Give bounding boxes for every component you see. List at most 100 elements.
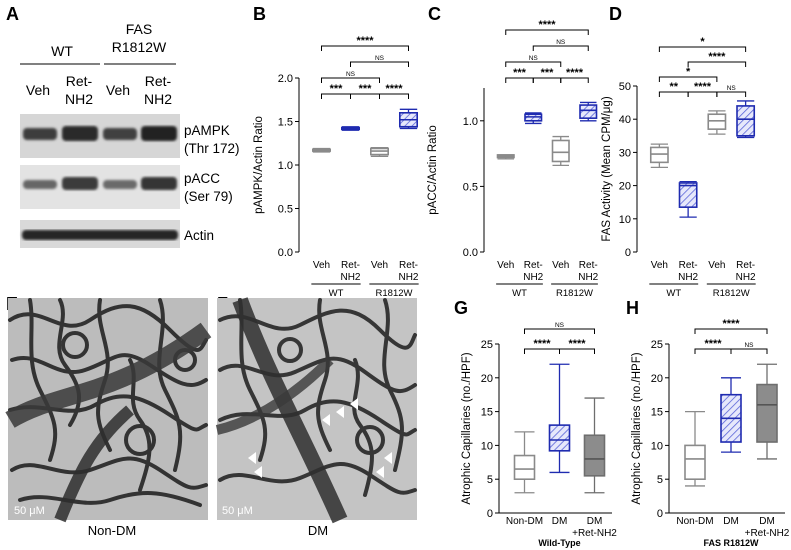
- blot-band: [141, 177, 177, 190]
- box: [551, 139, 570, 163]
- box: [678, 182, 698, 208]
- significance-bracket: NS: [524, 322, 595, 334]
- x-tick-label: Veh: [371, 260, 388, 271]
- box-plot: [369, 146, 389, 157]
- chart-g: 0 5 10 15 20 25 Atrophic Capillaries (no./HPF)…: [461, 322, 617, 548]
- significance-bracket: ****: [559, 338, 595, 354]
- significance-label: NS: [555, 322, 565, 329]
- chart-d: 0 10 20 30 40 50 FAS Activity (Mean CPM/μg) Veh…: [601, 36, 756, 299]
- y-tick-label: 0.0: [463, 247, 478, 259]
- significance-bracket: ***: [321, 83, 351, 99]
- x-tick-label: DM: [723, 516, 739, 527]
- y-tick-label: 20: [481, 373, 493, 385]
- y-tick-label: 20: [651, 373, 663, 385]
- blot-band: [62, 177, 98, 190]
- box-plot: [707, 110, 727, 135]
- bracket-line: [321, 77, 380, 83]
- significance-label: ****: [722, 318, 740, 330]
- y-tick-label: 50: [619, 81, 631, 93]
- significance-label: NS: [346, 71, 356, 78]
- bracket-line: [687, 61, 747, 67]
- box: [649, 146, 669, 164]
- arrowhead-icon: [336, 406, 344, 418]
- significance-label: ****: [704, 338, 722, 350]
- box-plot: [579, 101, 598, 122]
- significance-bracket: ***: [532, 67, 562, 83]
- large-vessel: [215, 356, 334, 435]
- x-tick-label: Non-DM: [676, 516, 713, 527]
- chart-h: 0 5 10 15 20 25 Atrophic Capillaries (no./HPF)…: [631, 318, 790, 548]
- box-plot: [678, 180, 698, 218]
- significance-bracket: ****: [694, 318, 768, 334]
- blot-fas-variant-label: R1812W: [112, 39, 167, 55]
- bracket-line: [658, 46, 747, 52]
- x-tick-label: Veh: [313, 260, 330, 271]
- y-tick-label: 5: [657, 474, 663, 486]
- panel-a: A WT FAS R1812W Veh Ret- NH2 Veh Ret- NH…: [6, 4, 240, 248]
- bracket-line: [560, 77, 589, 83]
- y-axis-label: Atrophic Capillaries (no./HPF): [631, 352, 643, 504]
- box: [756, 383, 778, 443]
- significance-bracket: ****: [524, 338, 560, 354]
- significance-label: ****: [694, 81, 712, 93]
- x-tick-label: DM: [759, 516, 775, 527]
- x-tick-label: DM: [587, 516, 603, 527]
- panel-letter-c: C: [428, 4, 441, 24]
- large-vessel: [5, 322, 212, 428]
- panel-letter-d: D: [609, 4, 622, 24]
- box-plot: [513, 431, 536, 494]
- significance-label: NS: [375, 55, 385, 62]
- x-tick-label: Ret-: [679, 260, 698, 271]
- arrowhead-icon: [384, 452, 392, 464]
- panel-letter-h: H: [626, 298, 639, 318]
- micrograph-caption-dm: DM: [308, 523, 328, 538]
- significance-label: NS: [727, 85, 737, 92]
- box-plot: [736, 100, 756, 139]
- arrowhead-icon: [350, 398, 358, 410]
- significance-bracket: ****: [694, 338, 732, 354]
- y-tick-label: 10: [651, 440, 663, 452]
- x-tick-label: Ret-: [524, 260, 543, 271]
- blot-band: [103, 180, 137, 189]
- arrowhead-icon: [254, 466, 262, 478]
- significance-bracket: **: [658, 81, 689, 97]
- group-label: WT: [329, 288, 344, 299]
- significance-bracket: NS: [716, 85, 747, 97]
- significance-label: ****: [538, 19, 556, 31]
- y-tick-label: 15: [651, 407, 663, 419]
- significance-bracket: *: [658, 66, 718, 82]
- x-tick-label: DM: [552, 516, 568, 527]
- y-tick-label: 25: [651, 339, 663, 351]
- significance-label: ****: [566, 67, 584, 79]
- box-plot: [340, 126, 360, 131]
- significance-label: *: [700, 36, 705, 48]
- x-tick-label: Ret-: [341, 260, 360, 271]
- significance-label: NS: [556, 39, 566, 46]
- y-tick-label: 20: [619, 181, 631, 193]
- blot-band: [23, 128, 57, 140]
- y-tick-label: 15: [481, 407, 493, 419]
- y-tick-label: 0.0: [278, 247, 293, 259]
- blot-lane-ret: Ret-: [66, 73, 93, 89]
- x-tick-label: NH2: [578, 272, 598, 283]
- box-plot: [496, 154, 515, 160]
- x-tick-label: Veh: [708, 260, 725, 271]
- x-tick-label: NH2: [398, 272, 418, 283]
- blot-lane-veh: Veh: [106, 82, 130, 98]
- box-plot: [720, 377, 742, 453]
- bracket-line: [694, 328, 768, 334]
- x-tick-label: NH2: [523, 272, 543, 283]
- y-tick-label: 1.0: [463, 116, 478, 128]
- arrowhead-icon: [248, 452, 256, 464]
- y-tick-label: 40: [619, 114, 631, 126]
- x-tick-label: Veh: [552, 260, 569, 271]
- x-tick-label: Ret-: [736, 260, 755, 271]
- box: [707, 113, 727, 130]
- scale-bar-label: 50 μM: [14, 505, 45, 517]
- y-axis-label: FAS Activity (Mean CPM/μg): [601, 96, 613, 241]
- significance-bracket: NS: [505, 55, 562, 67]
- box: [513, 454, 536, 481]
- significance-label: *: [686, 66, 691, 78]
- significance-bracket: NS: [532, 39, 589, 51]
